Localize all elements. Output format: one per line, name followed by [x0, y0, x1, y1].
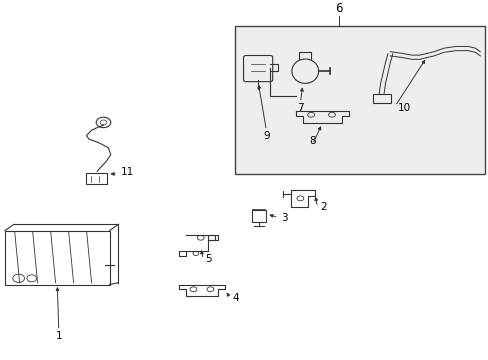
Text: 9: 9 — [263, 131, 269, 141]
Text: 6: 6 — [335, 3, 343, 15]
Text: 8: 8 — [308, 136, 315, 146]
Bar — [251, 210, 266, 222]
Text: 7: 7 — [297, 103, 303, 113]
Text: 11: 11 — [120, 167, 134, 177]
Text: 10: 10 — [397, 103, 410, 113]
Bar — [372, 94, 390, 103]
Bar — [85, 172, 107, 184]
Text: 3: 3 — [281, 212, 287, 222]
Text: 4: 4 — [232, 293, 239, 303]
Text: 5: 5 — [205, 254, 212, 264]
Bar — [234, 26, 484, 174]
Text: 1: 1 — [55, 331, 62, 341]
Bar — [5, 231, 109, 285]
Text: 2: 2 — [319, 202, 326, 212]
